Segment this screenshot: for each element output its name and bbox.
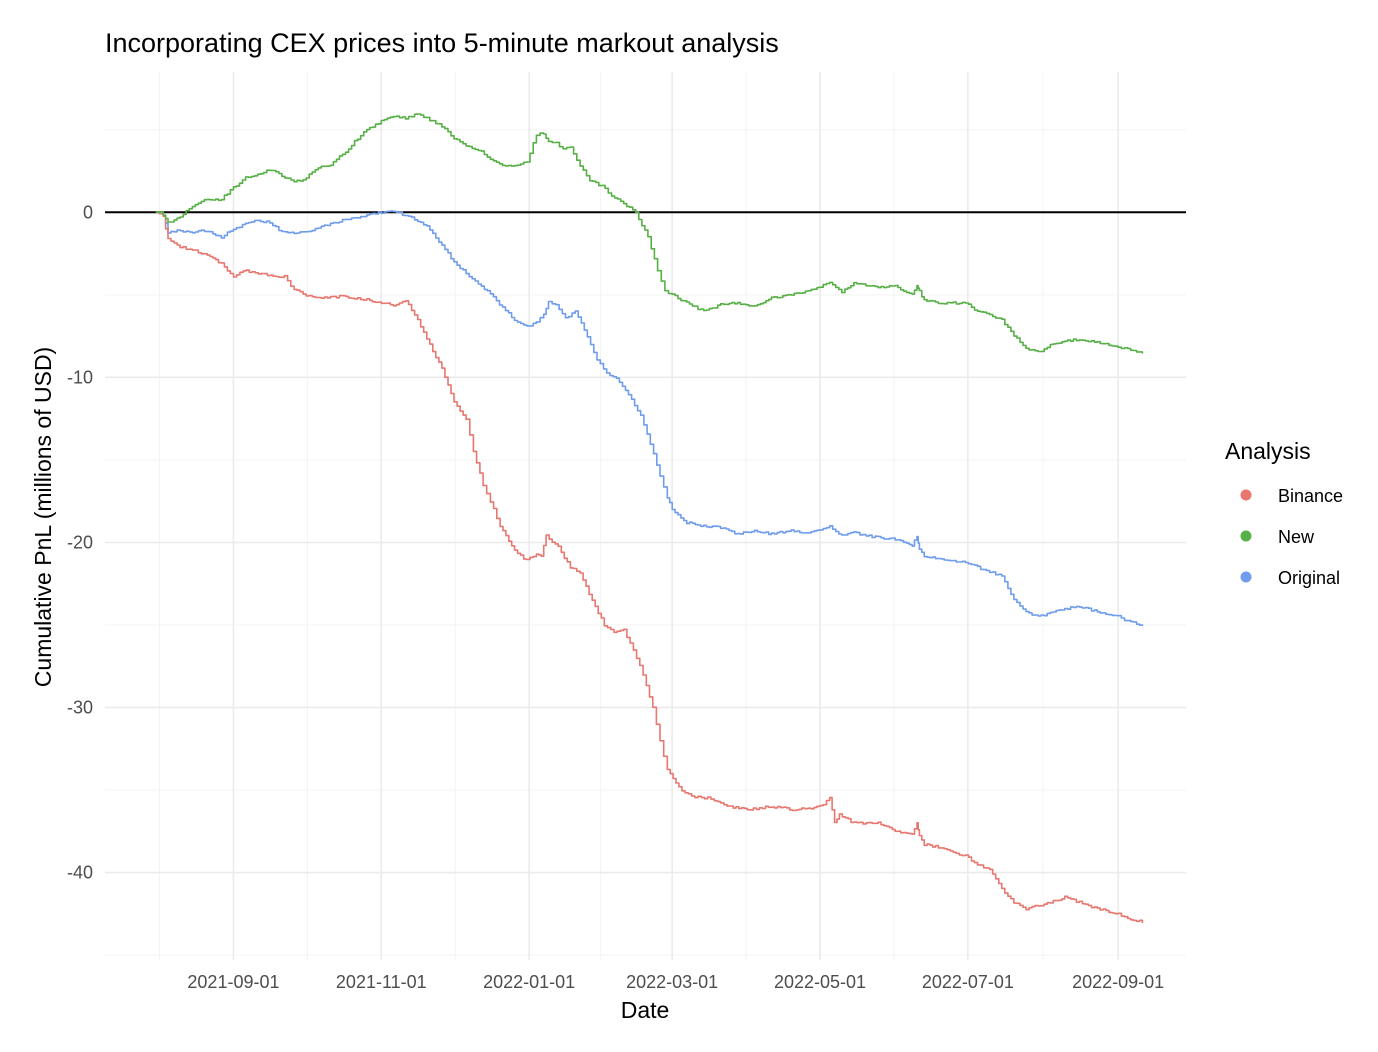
y-tick-label: -20 [67, 532, 93, 552]
legend-key-original [1240, 571, 1252, 583]
legend-label-binance: Binance [1278, 486, 1343, 506]
x-tick-label: 2022-05-01 [774, 972, 866, 992]
series-line-binance [155, 211, 1144, 924]
x-axis-title: Date [621, 997, 670, 1023]
y-axis-title: Cumulative PnL (millions of USD) [30, 347, 56, 687]
y-tick-label: -40 [67, 863, 93, 883]
x-axis-ticks: 2021-09-01 2021-11-01 2022-01-01 2022-03-01… [187, 972, 1164, 992]
chart-title: Incorporating CEX prices into 5-minute m… [105, 28, 779, 58]
legend: Analysis Binance New Original [1225, 438, 1343, 588]
y-tick-label: -10 [67, 367, 93, 387]
series-line-new [155, 113, 1144, 354]
x-tick-label: 2022-03-01 [626, 972, 718, 992]
y-axis-ticks: 0 -10 -20 -30 -40 [67, 202, 93, 882]
series-line-original [155, 210, 1144, 626]
x-tick-label: 2022-09-01 [1072, 972, 1164, 992]
grid [105, 72, 1186, 960]
legend-key-binance [1240, 489, 1252, 501]
legend-label-original: Original [1278, 568, 1340, 588]
x-tick-label: 2022-07-01 [922, 972, 1014, 992]
y-tick-label: 0 [83, 202, 93, 222]
legend-items: Binance New Original [1240, 486, 1343, 588]
x-tick-label: 2021-09-01 [187, 972, 279, 992]
legend-title: Analysis [1225, 438, 1311, 464]
x-tick-label: 2021-11-01 [336, 972, 427, 992]
y-tick-label: -30 [67, 697, 93, 717]
legend-key-new [1240, 530, 1252, 542]
legend-label-new: New [1278, 527, 1315, 547]
series-layer [155, 113, 1144, 924]
x-tick-label: 2022-01-01 [483, 972, 575, 992]
